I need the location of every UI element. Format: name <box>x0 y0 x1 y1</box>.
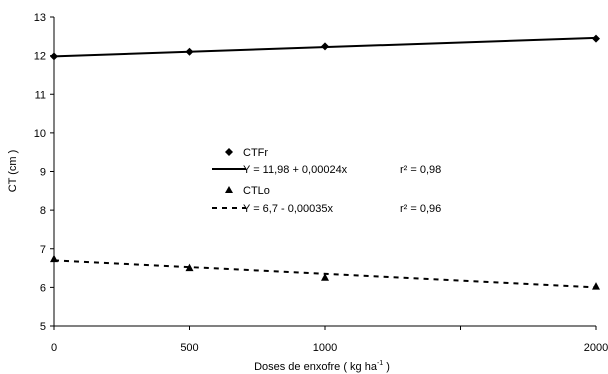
legend-label-ctlo: CTLo <box>243 185 270 197</box>
data-point-ctfr <box>321 42 329 51</box>
data-point-ctfr <box>50 52 58 61</box>
y-tick-label: 7 <box>40 244 46 256</box>
legend-item-ctlo: CTLo <box>225 185 270 197</box>
y-tick-label: 11 <box>35 89 46 101</box>
legend-r2-ctlo: r² = 0,96 <box>400 203 441 215</box>
x-axis-label: Doses de enxofre ( kg ha-1 ) <box>254 360 390 373</box>
data-point-ctlo <box>185 263 194 272</box>
legend-label-ctfr: CTFr <box>243 147 268 159</box>
legend-triangle-icon <box>225 186 233 193</box>
data-point-ctlo <box>50 254 58 263</box>
y-axis: 5 6 7 8 9 10 11 12 13 <box>34 12 55 333</box>
fit-lines <box>53 36 597 289</box>
data-point-ctlo <box>592 282 600 290</box>
y-tick-label: 13 <box>34 12 46 24</box>
legend: CTFr Y = 11,98 + 0,00024x r² = 0,98 CTLo… <box>212 147 441 215</box>
legend-r2-ctfr: r² = 0,98 <box>400 164 441 176</box>
legend-diamond-icon <box>225 148 233 156</box>
x-axis-label-superscript: -1 <box>377 360 383 367</box>
y-tick-label: 10 <box>34 128 46 140</box>
x-tick-label: 1000 <box>313 342 337 354</box>
y-tick-label: 12 <box>34 51 46 63</box>
y-tick-label: 9 <box>40 167 46 179</box>
x-axis-label-main: Doses de enxofre ( kg ha <box>254 361 378 373</box>
x-axis-label-end: ) <box>383 361 390 373</box>
data-point-ctfr <box>185 47 194 56</box>
y-tick-label: 5 <box>40 321 46 333</box>
y-tick-label: 8 <box>40 205 46 217</box>
legend-label-ctlo-fit: Y = 6,7 - 0,00035x <box>243 203 334 215</box>
x-tick-label: 2000 <box>584 342 608 354</box>
y-tick-label: 6 <box>40 282 46 294</box>
legend-item-ctfr: CTFr <box>225 147 268 159</box>
x-ticks: 0 500 1000 2000 <box>51 326 608 354</box>
legend-label-ctfr-fit: Y = 11,98 + 0,00024x <box>243 164 348 176</box>
x-tick-label: 500 <box>180 342 198 354</box>
legend-item-ctlo-fit: Y = 6,7 - 0,00035x r² = 0,96 <box>212 203 441 215</box>
data-point-ctlo <box>321 273 329 281</box>
y-ticks: 5 6 7 8 9 10 11 12 13 <box>34 12 54 333</box>
markers <box>50 34 600 290</box>
x-axis: 0 500 1000 2000 <box>51 325 608 354</box>
x-tick-label: 0 <box>51 342 57 354</box>
y-axis-label: CT (cm ) <box>7 150 19 193</box>
legend-item-ctfr-fit: Y = 11,98 + 0,00024x r² = 0,98 <box>212 164 441 176</box>
data-point-ctfr <box>592 34 600 43</box>
